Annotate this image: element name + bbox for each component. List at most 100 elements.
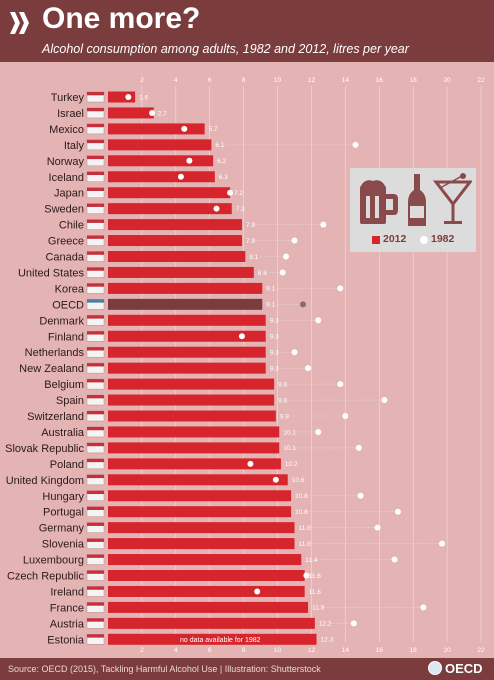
dot-1982 — [420, 604, 427, 611]
flag-stripe — [87, 139, 104, 144]
bar-2012 — [108, 442, 280, 454]
wine-bottle-icon — [408, 174, 426, 226]
dot-1982 — [320, 221, 327, 228]
country-label: Slovenia — [42, 539, 85, 551]
flag-stripe — [87, 474, 104, 479]
flag-stripe — [87, 155, 104, 160]
dot-1982 — [283, 253, 290, 260]
dot-1982 — [357, 492, 364, 499]
dot-1982 — [291, 237, 298, 244]
country-label: Denmark — [39, 315, 84, 327]
bar-2012 — [108, 346, 266, 358]
bar-2012 — [108, 155, 214, 167]
legend-2012-label: 2012 — [383, 233, 407, 245]
bar-2012 — [108, 554, 302, 566]
x-tick-label-top: 4 — [174, 77, 178, 84]
bar-2012 — [108, 203, 232, 215]
bar-2012 — [108, 219, 242, 231]
dot-1982 — [374, 524, 381, 531]
dot-1982 — [254, 588, 261, 595]
bar-value-label: 2.7 — [158, 110, 167, 117]
bar-value-label: 6.3 — [219, 174, 228, 181]
country-label: New Zealand — [19, 363, 84, 375]
footer: Source: OECD (2015), Tackling Harmful Al… — [0, 658, 494, 680]
flag-stripe — [87, 522, 104, 526]
bar-2012 — [108, 330, 266, 342]
cocktail-glass-icon — [432, 173, 472, 224]
bar-value-label: 8.1 — [249, 254, 258, 261]
flag-icon — [86, 458, 105, 470]
bar-2012 — [108, 282, 263, 294]
flag-icon — [86, 91, 105, 103]
bar-2012 — [108, 314, 266, 326]
x-tick-label-bottom: 20 — [443, 647, 451, 654]
flag-stripe — [87, 411, 104, 415]
country-label: Australia — [41, 427, 85, 439]
country-label: Estonia — [47, 634, 85, 646]
bar-value-label: 10.1 — [283, 445, 296, 452]
country-label: United States — [18, 267, 85, 279]
flag-stripe — [87, 442, 104, 447]
bar-value-label: 12.2 — [319, 621, 332, 628]
flag-icon — [86, 346, 105, 358]
x-tick-label-bottom: 12 — [308, 647, 316, 654]
bar-2012 — [108, 362, 266, 374]
bar-value-label: 9.8 — [278, 397, 287, 404]
country-label: Korea — [55, 283, 85, 295]
flag-stripe — [87, 347, 104, 351]
dot-1982 — [125, 94, 132, 100]
bar-2012 — [108, 91, 136, 103]
dot-1982 — [355, 444, 362, 451]
country-label: Norway — [47, 156, 85, 168]
flag-icon — [86, 570, 105, 581]
dot-1982 — [181, 125, 188, 132]
dot-1982 — [337, 285, 344, 292]
page-title: One more? — [42, 2, 201, 35]
flag-stripe — [87, 554, 104, 558]
bar-2012 — [108, 601, 309, 613]
bar-value-label: 11.6 — [309, 589, 322, 596]
x-tick-label-bottom: 18 — [410, 647, 418, 654]
country-label: Austria — [50, 618, 85, 630]
bar-2012 — [108, 474, 288, 486]
flag-stripe — [87, 283, 104, 287]
bar-value-label: 9.3 — [270, 318, 279, 325]
x-tick-label-top: 20 — [443, 77, 451, 84]
dot-1982 — [227, 189, 234, 196]
bar-value-label: 10.8 — [295, 493, 308, 500]
flag-icon — [86, 171, 105, 182]
dot-1982 — [149, 109, 156, 116]
flag-icon — [86, 426, 105, 438]
flag-icon — [86, 474, 105, 486]
x-tick-label-top: 10 — [274, 77, 282, 84]
flag-icon — [86, 618, 105, 629]
flag-stripe — [87, 458, 104, 463]
country-label: Belgium — [44, 379, 84, 391]
header-banner: One more? Alcohol consumption among adul… — [0, 0, 494, 62]
no-data-note: no data available for 1982 — [180, 637, 261, 644]
x-tick-label-top: 12 — [308, 77, 316, 84]
dot-1982 — [315, 428, 322, 435]
x-tick-label-top: 2 — [140, 77, 144, 84]
country-label: Portugal — [43, 507, 84, 519]
bar-value-label: 10.8 — [295, 509, 308, 516]
flag-stripe — [87, 570, 104, 574]
flag-icon — [86, 155, 105, 167]
bar-2012 — [108, 410, 276, 422]
dot-1982 — [337, 381, 344, 388]
flag-icon — [86, 538, 105, 549]
bar-2012 — [108, 394, 275, 406]
source-note: Source: OECD (2015), Tackling Harmful Al… — [8, 664, 321, 674]
x-tick-label-bottom: 6 — [208, 647, 212, 654]
country-label: Sweden — [44, 204, 84, 216]
flag-stripe — [87, 602, 104, 606]
flag-stripe — [87, 379, 104, 383]
country-label: France — [50, 602, 84, 614]
dot-1982 — [177, 173, 184, 180]
dot-1982 — [352, 141, 359, 148]
flag-icon — [86, 522, 105, 533]
flag-icon — [86, 283, 105, 294]
bar-2012 — [108, 458, 281, 470]
bar-value-label: 10.6 — [292, 477, 305, 484]
flag-stripe — [87, 299, 104, 303]
